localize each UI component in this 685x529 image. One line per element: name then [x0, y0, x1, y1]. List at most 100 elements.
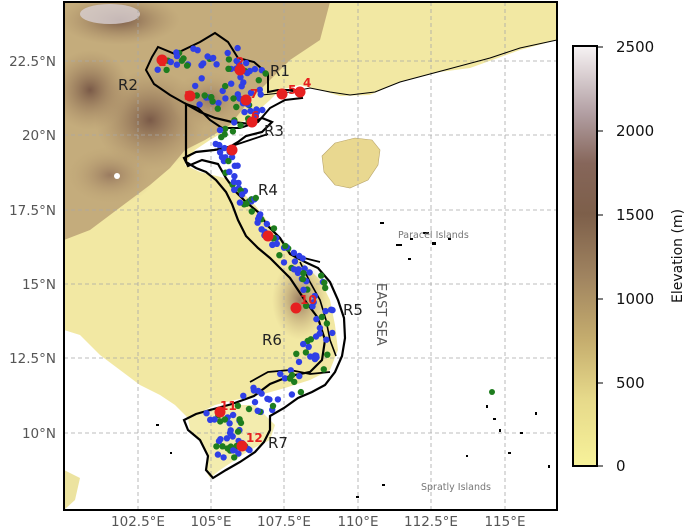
station-marker-blue — [224, 49, 231, 57]
station-marker-green — [321, 279, 328, 286]
station-marker-green — [219, 443, 226, 450]
numbered-site-marker — [276, 88, 288, 100]
map-frame — [63, 1, 558, 511]
site-label: 6 — [251, 109, 259, 123]
station-marker-blue — [216, 126, 224, 134]
site-label: 2 — [236, 55, 244, 69]
station-marker-green — [489, 389, 495, 395]
station-marker-blue — [329, 306, 336, 314]
station-marker-green — [233, 103, 240, 111]
station-marker-blue — [256, 86, 263, 94]
station-marker-blue — [305, 343, 312, 350]
island-mark — [396, 244, 402, 246]
station-markers — [154, 44, 495, 461]
station-marker-green — [230, 95, 237, 102]
station-marker-blue — [244, 69, 251, 77]
station-marker-green — [324, 351, 331, 358]
station-marker-blue — [203, 410, 210, 417]
station-marker-blue — [296, 252, 303, 260]
station-marker-blue — [311, 292, 318, 300]
station-marker-blue — [196, 101, 203, 108]
island-mark — [508, 452, 511, 454]
station-marker-green — [237, 122, 244, 129]
station-marker-blue — [204, 53, 211, 60]
station-marker-green — [225, 65, 232, 73]
station-marker-green — [201, 92, 208, 99]
numbered-site-marker — [236, 440, 248, 452]
numbered-site-marker — [234, 64, 246, 76]
site-label: 5 — [288, 83, 296, 97]
site-label: 11 — [220, 399, 237, 413]
colorbar: 2500 2000 1500 1000 500 0 Elevation (m) — [572, 38, 685, 475]
island-mark — [423, 232, 429, 234]
white-peak-marker — [114, 173, 120, 179]
station-marker-green — [234, 428, 242, 435]
island-mark — [548, 465, 550, 468]
station-marker-blue — [238, 83, 245, 90]
station-marker-blue — [313, 315, 320, 323]
station-marker-blue — [198, 75, 205, 82]
station-marker-blue — [200, 60, 207, 67]
station-marker-green — [236, 416, 243, 423]
station-marker-green — [286, 375, 294, 382]
station-marker-blue — [219, 87, 226, 95]
station-marker-blue — [220, 454, 227, 461]
station-marker-blue — [213, 61, 220, 68]
station-marker-blue — [231, 173, 238, 180]
station-marker-blue — [240, 392, 247, 399]
station-marker-blue — [280, 259, 288, 266]
island-mark — [499, 429, 501, 432]
station-marker-blue — [234, 44, 241, 52]
station-marker-green — [299, 275, 307, 283]
lon-tick: 110°E — [337, 514, 378, 529]
station-marker-green — [183, 62, 191, 69]
station-marker-green — [222, 125, 229, 133]
station-marker-blue — [247, 89, 255, 97]
station-marker-blue — [258, 390, 265, 397]
station-marker-green — [302, 349, 310, 356]
station-marker-green — [231, 454, 238, 461]
site-label: 8 — [228, 143, 236, 157]
island-mark — [408, 258, 411, 260]
station-marker-blue — [322, 307, 329, 315]
station-marker-blue — [300, 286, 307, 293]
station-marker-green — [222, 82, 229, 90]
station-marker-blue — [290, 266, 298, 273]
region-label-r7: R7 — [268, 434, 288, 452]
station-marker-blue — [246, 446, 253, 454]
station-marker-green — [245, 405, 253, 413]
station-marker-blue — [263, 220, 271, 228]
island-mark — [170, 452, 172, 454]
station-marker-green — [243, 200, 250, 207]
island-mark — [535, 412, 537, 415]
china-coastline — [261, 39, 557, 96]
station-marker-green — [318, 272, 325, 279]
numbered-site-labels: 1 2 3 4 5 6 7 8 9 10 11 12 — [158, 55, 317, 445]
station-marker-blue — [231, 119, 238, 126]
station-marker-blue — [274, 396, 282, 403]
station-marker-blue — [235, 450, 242, 457]
station-marker-blue — [306, 269, 313, 276]
station-marker-green — [304, 337, 311, 345]
station-marker-blue — [277, 370, 284, 378]
island-mark — [493, 418, 496, 420]
lon-tick: 102.5°E — [111, 514, 165, 529]
colorbar-ticks — [597, 46, 603, 467]
station-marker-blue — [223, 435, 231, 442]
region-label-r5: R5 — [343, 301, 363, 319]
region-label-r4: R4 — [258, 181, 278, 199]
station-marker-blue — [228, 80, 235, 87]
station-marker-green — [229, 128, 237, 135]
colorbar-tick-label: 2000 — [616, 122, 654, 140]
numbered-site-marker — [240, 94, 252, 106]
station-marker-blue — [312, 333, 320, 340]
lat-tick: 10°N — [22, 426, 56, 442]
station-marker-blue — [295, 266, 302, 273]
offshore-islands — [156, 222, 550, 498]
station-marker-blue — [214, 451, 222, 458]
station-marker-blue — [222, 95, 229, 102]
site-label: 1 — [158, 55, 166, 69]
station-marker-green — [225, 56, 233, 63]
station-marker-green — [318, 313, 326, 321]
station-marker-green — [293, 350, 300, 357]
